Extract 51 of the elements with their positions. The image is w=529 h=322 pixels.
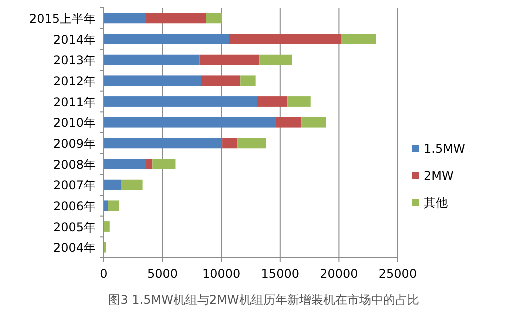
y-tick-label: 2014年 <box>53 32 96 47</box>
bar <box>260 54 292 66</box>
y-tick-label: 2012年 <box>53 74 96 88</box>
bar <box>302 117 326 128</box>
bar <box>104 180 122 190</box>
legend-label: 1.5MW <box>424 142 466 156</box>
bar <box>104 13 146 24</box>
bar <box>104 117 276 128</box>
bar <box>104 34 230 44</box>
text: 图3 1.5MW机组与2MW机组历年新增装机在市场中的占比 <box>108 293 420 307</box>
x-tick-label: 10000 <box>202 267 241 281</box>
x-tick-label: 5000 <box>148 267 178 281</box>
bar <box>104 200 108 212</box>
y-tick-label: 2004年 <box>53 241 96 256</box>
y-tick-label: 2011年 <box>53 95 96 110</box>
x-tick-label: 20000 <box>320 267 358 281</box>
bar <box>200 54 260 66</box>
bar <box>104 76 202 86</box>
y-tick-label: 2009年 <box>53 136 96 151</box>
bar <box>238 138 266 149</box>
bar <box>146 159 153 170</box>
bar <box>121 180 143 190</box>
bar <box>104 138 223 149</box>
y-tick-label: 2005年 <box>53 220 96 234</box>
legend-label: 其他 <box>424 196 448 210</box>
bar <box>229 34 342 44</box>
bar <box>108 200 120 212</box>
bar <box>152 159 176 170</box>
bar <box>104 54 200 66</box>
legend-label: 2MW <box>424 169 454 183</box>
bar <box>206 13 222 24</box>
x-tick-label: 0 <box>100 267 108 281</box>
bar <box>288 96 311 107</box>
y-tick-label: 2015上半年 <box>29 12 96 26</box>
bar <box>341 34 376 44</box>
x-tick-label: 15000 <box>261 267 300 281</box>
y-tick-label: 2008年 <box>53 158 96 172</box>
y-tick-label: 2007年 <box>53 178 96 193</box>
bar <box>201 76 241 86</box>
bar <box>104 222 110 232</box>
bar <box>222 138 238 149</box>
bar <box>240 76 256 86</box>
x-tick-label: 25000 <box>378 267 418 281</box>
y-tick-label: 2010年 <box>53 116 96 130</box>
y-tick-label: 2006年 <box>53 199 96 214</box>
bar <box>276 117 302 128</box>
y-tick-label: 2013年 <box>53 54 96 68</box>
bar <box>257 96 288 107</box>
bar <box>104 96 258 107</box>
bar <box>104 159 146 170</box>
bar <box>146 13 206 24</box>
